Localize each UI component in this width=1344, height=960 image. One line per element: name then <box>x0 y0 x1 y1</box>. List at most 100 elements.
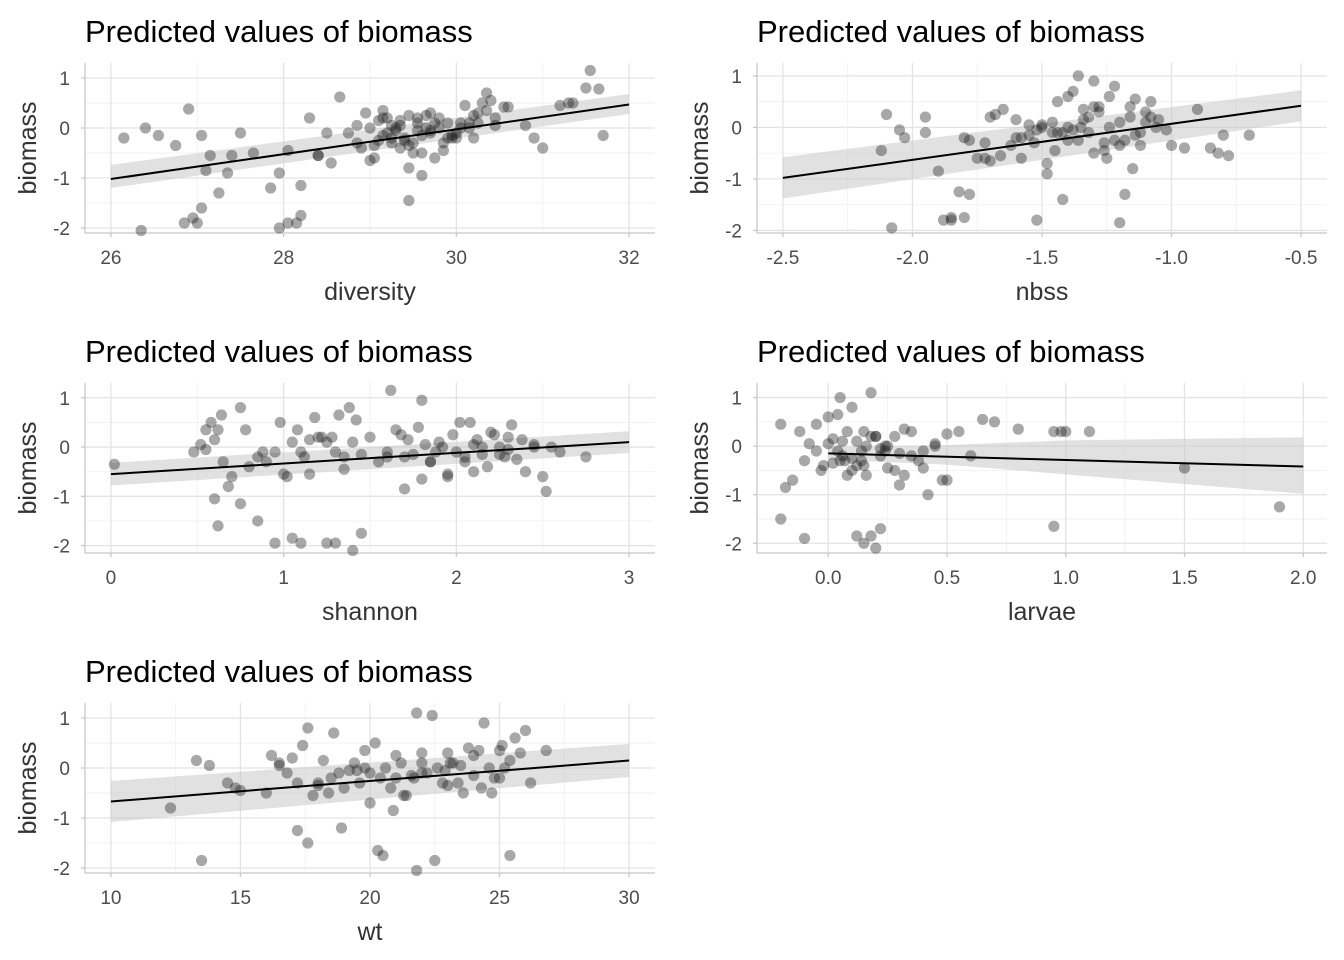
data-point <box>234 498 247 510</box>
data-point <box>394 119 406 132</box>
data-point <box>178 217 190 229</box>
data-point <box>937 214 950 226</box>
data-point <box>953 425 965 438</box>
data-point <box>988 416 1001 428</box>
data-point <box>971 152 983 164</box>
data-point <box>403 194 415 207</box>
scatter-panel-1: 26 28 30 32 -2 -1 0 1 Predicted values of biomas… <box>14 14 655 306</box>
data-point <box>1077 114 1090 126</box>
data-point <box>360 107 372 119</box>
data-point <box>377 112 389 124</box>
data-point <box>303 112 316 124</box>
y-tick-label: -1 <box>725 170 742 191</box>
data-point <box>945 214 957 226</box>
data-point <box>1010 114 1022 126</box>
data-point <box>841 469 853 481</box>
data-point <box>1119 134 1131 146</box>
data-point <box>858 459 870 472</box>
data-point <box>1015 132 1027 144</box>
data-point <box>506 419 518 431</box>
y-axis-label: biomass <box>14 421 42 514</box>
data-point <box>452 777 464 789</box>
data-point <box>205 416 217 429</box>
y-tick-label: -1 <box>53 169 70 190</box>
data-point <box>567 97 579 109</box>
data-point <box>234 402 247 414</box>
data-point <box>810 445 822 457</box>
data-point <box>846 464 858 477</box>
y-tick-label: 0 <box>59 438 70 459</box>
data-point <box>488 429 500 441</box>
x-tick-label: 20 <box>359 888 380 909</box>
y-tick-label: 1 <box>731 67 742 88</box>
confidence-band <box>110 744 630 822</box>
data-point <box>468 438 480 451</box>
data-point <box>1145 111 1157 123</box>
x-tick-label: 0.5 <box>934 568 960 589</box>
data-point <box>309 411 321 424</box>
data-point <box>917 445 929 457</box>
data-point <box>953 186 965 198</box>
data-point <box>1057 193 1069 206</box>
data-point <box>273 757 285 769</box>
data-point <box>286 752 298 764</box>
data-point <box>803 438 815 450</box>
data-point <box>407 448 419 461</box>
data-point <box>945 211 957 224</box>
data-point <box>493 448 506 461</box>
data-point <box>489 119 501 132</box>
data-point <box>855 455 868 467</box>
data-point <box>377 849 389 862</box>
data-point <box>459 451 471 463</box>
data-point <box>540 744 552 757</box>
regression-line <box>110 103 630 180</box>
data-point <box>303 468 316 480</box>
data-point <box>989 108 1001 121</box>
data-point <box>402 434 414 446</box>
data-point <box>377 129 389 142</box>
data-point <box>851 435 863 447</box>
data-point <box>187 212 199 224</box>
data-point <box>554 99 566 112</box>
data-point <box>528 132 540 144</box>
y-tick-label: 1 <box>59 389 70 410</box>
data-point <box>463 117 475 129</box>
data-point <box>1098 137 1110 149</box>
data-point <box>273 759 285 772</box>
x-tick-label: 2.0 <box>1290 568 1316 589</box>
data-point <box>354 777 366 789</box>
data-point <box>1103 90 1115 103</box>
data-point <box>398 132 411 144</box>
data-point <box>454 416 466 429</box>
data-point <box>1062 90 1074 103</box>
data-point <box>917 462 929 474</box>
data-point <box>152 129 165 142</box>
data-point <box>424 456 437 468</box>
data-point <box>373 114 385 127</box>
x-tick-label: 30 <box>446 248 467 269</box>
data-point <box>1217 129 1229 141</box>
data-point <box>984 111 996 123</box>
y-axis-label: biomass <box>686 421 714 514</box>
y-tick-label: 0 <box>59 119 70 140</box>
data-point <box>335 822 348 834</box>
data-point <box>403 162 415 174</box>
data-point <box>504 849 516 862</box>
x-tick-label: -0.5 <box>1285 248 1318 269</box>
data-point <box>455 759 467 772</box>
data-point <box>457 787 469 799</box>
data-point <box>446 132 458 144</box>
data-point <box>200 424 212 436</box>
data-point <box>1222 150 1235 162</box>
data-point <box>252 515 264 527</box>
data-point <box>889 430 901 443</box>
data-point <box>540 485 552 498</box>
data-point <box>481 461 494 473</box>
data-point <box>420 122 432 134</box>
data-point <box>879 440 891 452</box>
data-point <box>295 209 307 222</box>
y-tick-label: 0 <box>731 118 742 139</box>
data-point <box>195 854 208 867</box>
data-point <box>815 464 827 477</box>
